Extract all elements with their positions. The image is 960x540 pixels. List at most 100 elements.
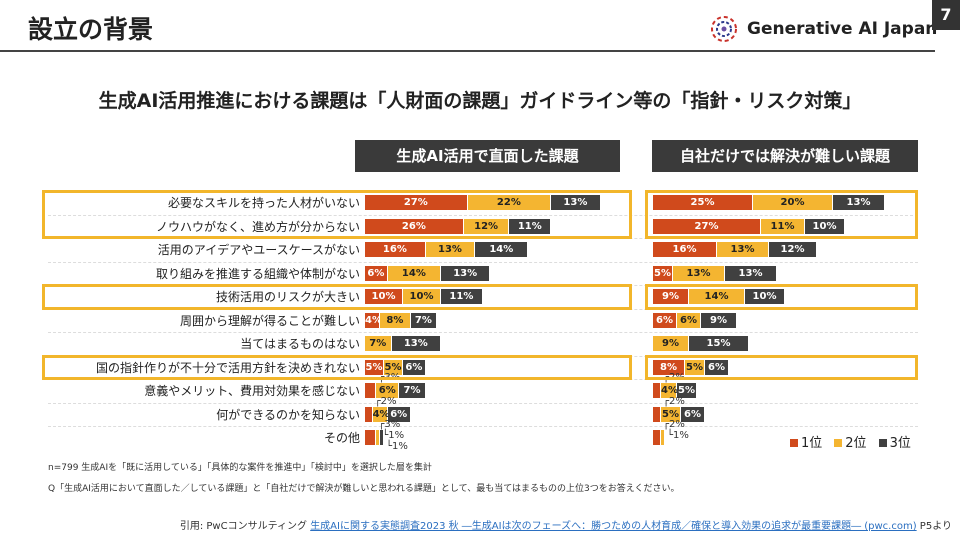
bar-right-rank3: 12% — [769, 242, 817, 257]
bar-left-rank2 — [376, 430, 381, 445]
bar-right-rank2: 13% — [717, 242, 769, 257]
row-label: 周囲から理解が得ることが難しい — [179, 313, 360, 328]
citation: 引用: PwCコンサルティング 生成AIに関する実態調査2023 秋 ―生成AI… — [179, 521, 952, 532]
bar-left-rank1: 16% — [365, 242, 426, 257]
bar-left-rank2: 7% — [365, 336, 392, 351]
value-callout: └1% — [667, 430, 689, 441]
row-label: その他 — [323, 431, 360, 445]
bar-right-rank2: 13% — [673, 265, 725, 281]
bar-right-rank1: 16% — [653, 242, 717, 257]
legend-item-3: 3位 — [878, 432, 911, 451]
bar-right-rank2: 4% — [661, 383, 678, 398]
bar-left-rank1: 27% — [365, 195, 468, 210]
logo-mark-icon — [711, 16, 737, 42]
bar-right-rank2: 5% — [661, 406, 681, 422]
row-label: 必要なスキルを持った人材がいない — [167, 196, 360, 210]
sample-note: n=799 生成AIを「既に活用している」「具体的な案件を推進中」「検討中」を選… — [48, 463, 432, 473]
bar-left-rank2: 12% — [463, 218, 510, 234]
logo-text: Generative AI Japan — [747, 19, 938, 39]
bar-right-rank2: 6% — [677, 312, 701, 328]
bar-right-rank2: 11% — [761, 218, 805, 234]
bar-left-rank3: 11% — [509, 218, 552, 234]
question-note: Q「生成AI活用において直面した／している課題」と「自社だけで解決が難しいと思わ… — [48, 484, 680, 494]
highlight-box — [645, 284, 918, 310]
row-label: 活用のアイデアやユースケースがない — [157, 243, 360, 257]
highlight-box — [42, 190, 632, 239]
bar-left-rank3 — [380, 430, 384, 445]
bar-right-rank1 — [653, 430, 661, 445]
bar-left-rank2: 10% — [403, 289, 441, 304]
bar-left-rank1 — [365, 430, 377, 445]
bar-left-rank1: 5% — [365, 359, 384, 375]
bar-right-rank1: 27% — [653, 218, 761, 234]
bar-right-rank3: 13% — [725, 265, 777, 281]
chart-right-title: 自社だけでは解決が難しい課題 — [652, 140, 918, 172]
highlight-box — [645, 190, 918, 239]
bar-right-rank3: 10% — [805, 218, 845, 234]
value-callout: ┌2% — [663, 395, 685, 407]
legend-item-2: 2位 — [834, 432, 867, 451]
legend: 1位 2位 3位 — [790, 432, 911, 451]
bar-left-rank3: 11% — [441, 289, 483, 304]
bar-right-rank1: 8% — [653, 359, 685, 375]
bar-left-rank3: 13% — [391, 336, 441, 351]
bar-left-rank3: 13% — [551, 195, 601, 210]
row-label: 何ができるのかを知らない — [216, 407, 360, 422]
bar-left-rank1: 10% — [365, 289, 403, 304]
bar-right-rank2: 20% — [753, 195, 833, 210]
bar-left-rank3: 6% — [403, 359, 426, 375]
bar-right-rank3: 6% — [705, 359, 729, 375]
highlight-box — [645, 354, 918, 380]
row-divider — [48, 332, 918, 333]
highlight-box — [42, 284, 632, 310]
bar-left-rank3: 6% — [387, 406, 411, 422]
bar-right-rank3: 6% — [681, 406, 705, 422]
bar-right-rank3: 13% — [833, 195, 885, 210]
divider — [0, 50, 935, 52]
bar-left-rank1: 26% — [365, 218, 464, 234]
bar-left-rank1: 6% — [365, 265, 388, 281]
row-divider — [48, 402, 918, 404]
chart-left-title: 生成AI活用で直面した課題 — [355, 140, 620, 172]
bar-right-rank2: 5% — [685, 359, 705, 375]
row-label: 当てはまるものはない — [240, 337, 360, 351]
bar-right-rank3: 9% — [701, 312, 737, 328]
bar-right-rank2: 9% — [653, 336, 689, 351]
bar-left-rank2: 6% — [376, 383, 400, 398]
row-divider — [48, 261, 918, 263]
value-callout: ┌2% — [374, 395, 397, 407]
bar-right-rank3: 15% — [689, 336, 749, 351]
bar-right-rank1: 6% — [653, 312, 677, 328]
row-label: ノウハウがなく、進め方が分からない — [155, 219, 360, 234]
bar-left-rank3: 7% — [399, 383, 426, 398]
page-number: 7 — [932, 0, 960, 30]
row-divider — [48, 426, 918, 427]
bar-left-rank2: 22% — [467, 195, 552, 210]
row-label: 取り組みを推進する組織や体制がない — [155, 266, 360, 281]
bar-right-rank1 — [653, 406, 661, 422]
page-title: 設立の背景 — [28, 15, 154, 44]
value-callout: └1% — [382, 430, 405, 441]
bar-left-rank2: 4% — [372, 406, 390, 422]
slide-subtitle: 生成AI活用推進における課題は「人財面の課題」ガイドライン等の「指針・リスク対策… — [98, 90, 862, 112]
bar-left-rank1 — [365, 406, 373, 422]
bar-right-rank3: 10% — [745, 289, 785, 304]
bar-right-rank2: 14% — [689, 289, 745, 304]
bar-left-rank2: 14% — [387, 265, 441, 281]
value-callout: ┌2% — [663, 419, 685, 430]
bar-left-rank1: 4% — [365, 312, 382, 328]
logo: Generative AI Japan — [707, 12, 937, 46]
bar-left-rank2: 13% — [425, 242, 476, 257]
row-label: 技術活用のリスクが大きい — [215, 290, 360, 304]
highlight-box — [42, 354, 632, 380]
bar-right-rank1 — [653, 383, 661, 398]
bar-right-rank3: 5% — [677, 383, 697, 398]
bar-right-rank1: 9% — [653, 289, 689, 304]
bar-left-rank3: 14% — [475, 242, 529, 257]
row-divider — [48, 214, 918, 216]
citation-link[interactable]: 生成AIに関する実態調査2023 秋 ―生成AIは次のフェーズへ：勝つための人材… — [310, 521, 917, 532]
bar-right-rank2 — [661, 430, 665, 445]
bar-right-rank1: 5% — [653, 265, 673, 281]
bar-left-rank3: 7% — [410, 312, 438, 328]
value-callout: └1% — [386, 441, 408, 452]
